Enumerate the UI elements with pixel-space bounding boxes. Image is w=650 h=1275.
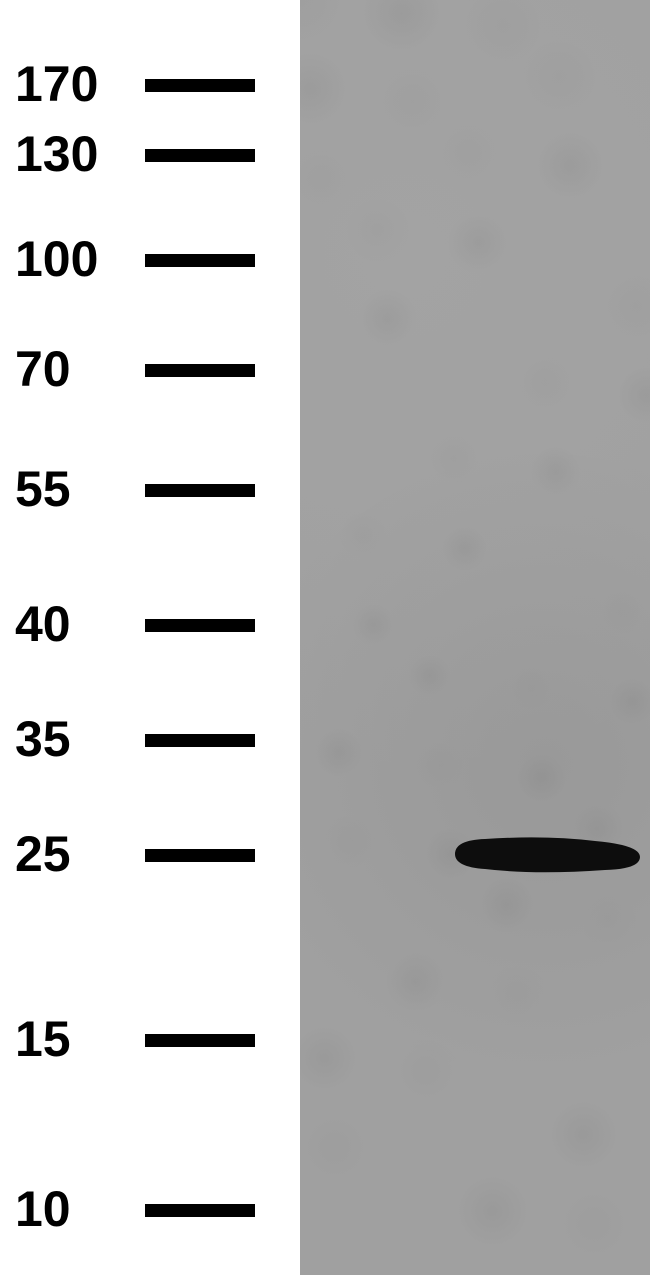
ladder-tick-25	[145, 849, 255, 862]
ladder-tick-15	[145, 1034, 255, 1047]
protein-band-0	[455, 832, 640, 876]
ladder-label-35: 35	[15, 710, 71, 768]
ladder-label-170: 170	[15, 55, 98, 113]
ladder-label-130: 130	[15, 125, 98, 183]
ladder-label-55: 55	[15, 460, 71, 518]
ladder-tick-10	[145, 1204, 255, 1217]
ladder-tick-130	[145, 149, 255, 162]
ladder-tick-35	[145, 734, 255, 747]
western-blot-membrane	[300, 0, 650, 1275]
ladder-label-100: 100	[15, 230, 98, 288]
ladder-tick-100	[145, 254, 255, 267]
ladder-label-25: 25	[15, 825, 71, 883]
molecular-weight-ladder: 170 130 100 70 55 40 35 25 15 10	[0, 0, 300, 1275]
ladder-label-40: 40	[15, 595, 71, 653]
ladder-tick-55	[145, 484, 255, 497]
ladder-tick-40	[145, 619, 255, 632]
ladder-label-15: 15	[15, 1010, 71, 1068]
ladder-label-10: 10	[15, 1180, 71, 1238]
ladder-tick-70	[145, 364, 255, 377]
blot-texture	[300, 0, 650, 1275]
ladder-label-70: 70	[15, 340, 71, 398]
ladder-tick-170	[145, 79, 255, 92]
